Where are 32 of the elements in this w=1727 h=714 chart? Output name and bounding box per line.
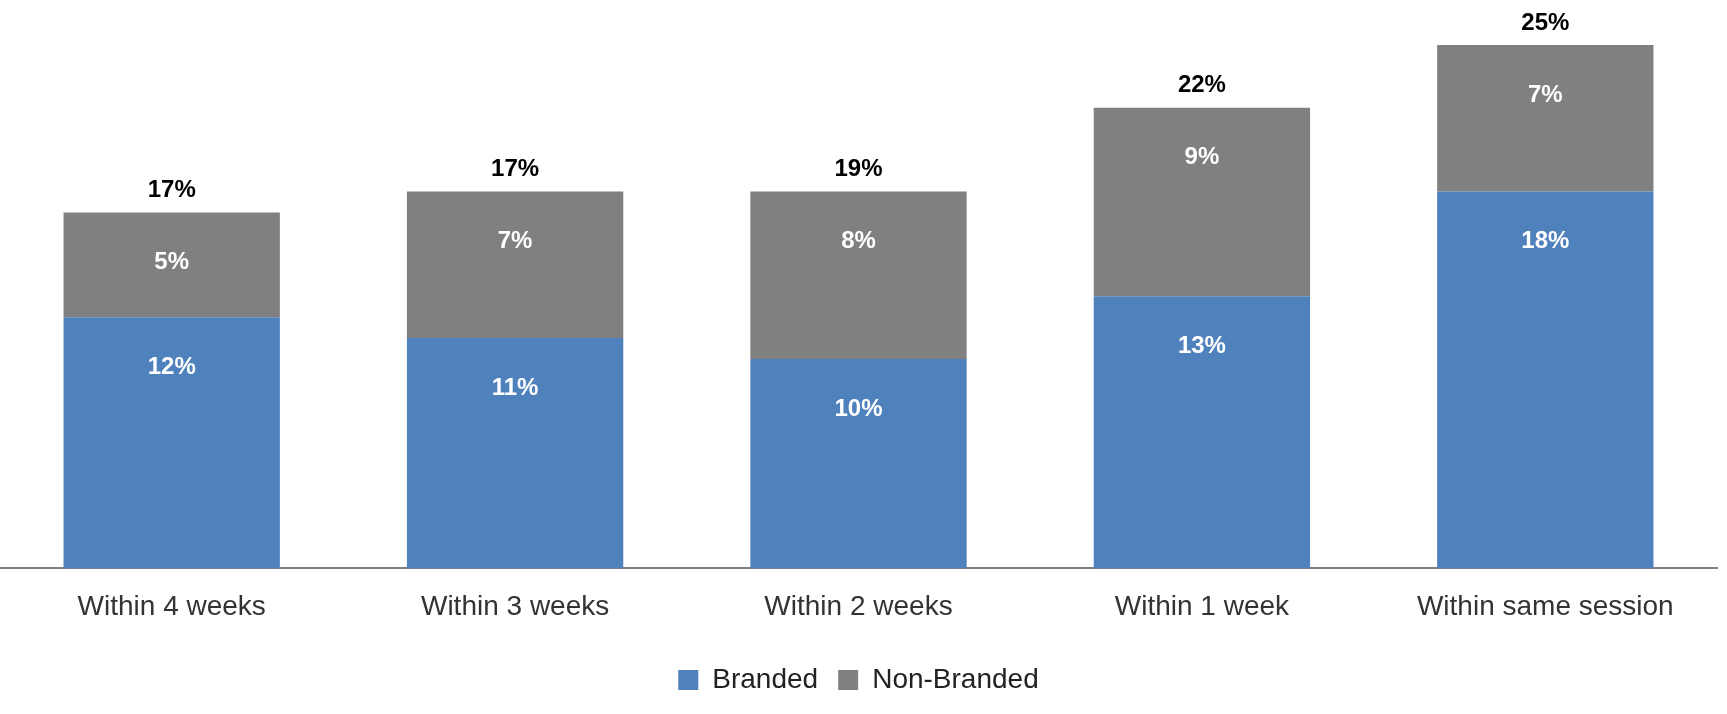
data-label: 5% — [154, 247, 190, 275]
bar — [750, 359, 967, 569]
data-label: 18% — [1521, 226, 1570, 254]
bar — [750, 191, 967, 360]
bar — [63, 317, 280, 569]
data-label: 7% — [497, 226, 533, 254]
data-label: 11% — [491, 372, 539, 400]
x-tick-label: Within 1 week — [1114, 589, 1291, 621]
total-label: 25% — [1521, 7, 1570, 35]
x-tick-label: Within 4 weeks — [77, 589, 266, 621]
bar — [63, 212, 280, 318]
bar — [1437, 191, 1654, 569]
bar — [1093, 296, 1311, 569]
total-label: 17% — [491, 154, 540, 182]
data-label: 7% — [1527, 79, 1563, 107]
bar — [406, 338, 624, 569]
data-label: 8% — [841, 226, 876, 254]
data-label: 10% — [834, 393, 883, 421]
bar — [406, 191, 624, 339]
bar — [1093, 107, 1311, 297]
total-label: 17% — [147, 175, 196, 203]
data-label: 13% — [1177, 330, 1226, 358]
x-tick-label: Within 2 weeks — [764, 589, 953, 621]
bar — [1437, 45, 1654, 192]
data-label: 12% — [147, 351, 196, 379]
total-label: 22% — [1177, 70, 1226, 98]
data-label: 9% — [1184, 142, 1220, 170]
x-tick-label: Within 3 weeks — [420, 589, 610, 621]
x-tick-label: Within same session — [1416, 589, 1674, 621]
legend-label: Non-Branded — [872, 662, 1039, 694]
legend-label: Branded — [712, 662, 819, 694]
total-label: 19% — [834, 154, 883, 182]
